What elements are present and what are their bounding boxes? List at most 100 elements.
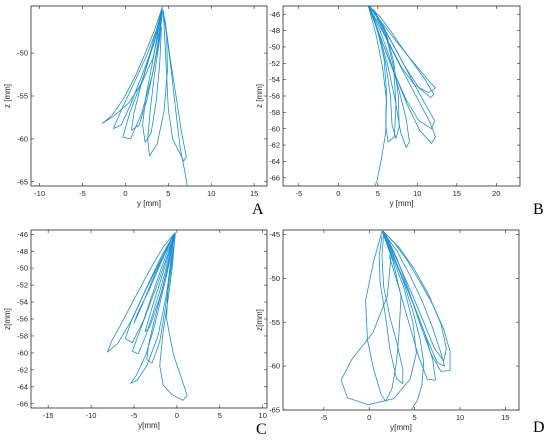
series-line-1 xyxy=(106,232,176,353)
y-tick-label: -52 xyxy=(269,59,280,68)
series-line-1 xyxy=(101,6,163,124)
y-tick-label: -48 xyxy=(17,247,28,256)
x-tick-label: 0 xyxy=(336,189,340,198)
y-tick-label: -65 xyxy=(269,406,280,415)
y-axis-label: z [mm] xyxy=(3,84,12,108)
y-tick-label: -54 xyxy=(269,75,280,84)
y-tick-label: -66 xyxy=(269,173,280,182)
panel-letter: A xyxy=(252,201,264,218)
y-tick-label: -54 xyxy=(17,298,28,307)
chart-panel-c: -15 -10 -5 0 5 10-46-48-50-52-54-56-58-60-62-… xyxy=(3,229,268,438)
y-tick-label: -45 xyxy=(269,230,280,239)
x-tick-label: -10 xyxy=(34,189,45,198)
y-tick-label: -62 xyxy=(269,141,280,150)
x-tick-label: 5 xyxy=(413,413,417,422)
series-line-2 xyxy=(133,232,175,324)
series-line-7 xyxy=(144,232,176,333)
y-tick-label: -58 xyxy=(269,108,280,117)
x-tick-label: 0 xyxy=(123,189,127,198)
y-tick-label: -60 xyxy=(17,134,28,143)
x-tick-label: -5 xyxy=(321,413,328,422)
series-line-6 xyxy=(159,232,188,401)
y-tick-label: -62 xyxy=(17,365,28,374)
x-tick-label: -5 xyxy=(79,189,86,198)
series-line-3 xyxy=(131,9,162,131)
panel-letter: C xyxy=(256,421,267,438)
x-tick-label: 0 xyxy=(175,411,179,420)
x-axis-label: y [mm] xyxy=(390,199,414,208)
y-tick-label: -50 xyxy=(17,49,28,58)
chart-panel-b: -5 0 5 10 15 20-46-48-50-52-54-56-58-60-62-64… xyxy=(255,5,544,218)
x-tick-label: 5 xyxy=(376,189,380,198)
series-line-3 xyxy=(378,232,404,385)
x-tick-label: -5 xyxy=(131,411,138,420)
series-line-3 xyxy=(368,6,410,148)
y-tick-label: -64 xyxy=(269,157,280,166)
series-line-1 xyxy=(382,230,451,372)
chart-panel-d: -5 0 5 10 15-45-50-55-60-65y[mm]z[mm]D xyxy=(255,229,545,436)
series-line-8 xyxy=(122,9,163,140)
x-tick-label: 5 xyxy=(218,411,222,420)
y-tick-label: -58 xyxy=(17,332,28,341)
series-line-8 xyxy=(369,7,397,143)
axes-frame xyxy=(30,5,268,187)
y-tick-label: -48 xyxy=(269,26,280,35)
y-tick-label: -65 xyxy=(17,177,28,186)
y-tick-label: -60 xyxy=(17,349,28,358)
y-axis-label: z[mm] xyxy=(3,308,12,330)
series-line-7 xyxy=(369,6,436,130)
y-tick-label: -46 xyxy=(269,10,280,19)
y-tick-label: -56 xyxy=(17,315,28,324)
x-tick-label: 20 xyxy=(492,189,500,198)
x-tick-label: 10 xyxy=(259,411,267,420)
series-line-5 xyxy=(147,9,168,157)
x-tick-label: 15 xyxy=(501,413,509,422)
series-line-8 xyxy=(125,233,175,344)
x-axis-label: y[mm] xyxy=(390,423,412,432)
axes-frame xyxy=(282,5,521,187)
series-line-4 xyxy=(142,11,162,143)
series-line-8 xyxy=(382,230,447,362)
x-axis-label: y [mm] xyxy=(137,199,161,208)
series-line-7 xyxy=(162,9,188,186)
x-axis-label: y[mm] xyxy=(138,421,160,430)
series-line-6 xyxy=(383,232,425,410)
y-tick-label: -56 xyxy=(269,92,280,101)
y-tick-label: -60 xyxy=(269,362,280,371)
y-axis-label: z[mm] xyxy=(255,309,264,331)
y-tick-label: -66 xyxy=(17,399,28,408)
y-tick-label: -55 xyxy=(17,92,28,101)
series-line-2 xyxy=(112,8,163,129)
x-tick-label: 10 xyxy=(456,413,464,422)
x-tick-label: 10 xyxy=(207,189,215,198)
y-tick-label: -46 xyxy=(17,230,28,239)
x-tick-label: -15 xyxy=(43,411,54,420)
y-tick-label: -55 xyxy=(269,318,280,327)
series-line-5 xyxy=(340,230,417,406)
panel-letter: D xyxy=(533,419,545,436)
x-tick-label: -5 xyxy=(295,189,302,198)
panel-letter: B xyxy=(533,201,544,218)
y-tick-label: -64 xyxy=(17,382,28,391)
x-tick-label: -10 xyxy=(86,411,97,420)
y-tick-label: -52 xyxy=(17,281,28,290)
series-line-5 xyxy=(130,232,176,384)
axes-frame xyxy=(282,229,520,411)
series-line-7 xyxy=(382,231,445,367)
y-axis-label: z [mm] xyxy=(255,84,264,108)
x-tick-label: 5 xyxy=(166,189,170,198)
series-line-6 xyxy=(162,10,187,162)
y-tick-label: -50 xyxy=(269,43,280,52)
series-line-3 xyxy=(131,233,175,355)
x-tick-label: 0 xyxy=(367,413,371,422)
y-tick-label: -50 xyxy=(17,264,28,273)
x-tick-label: 10 xyxy=(413,189,421,198)
x-tick-label: 15 xyxy=(453,189,461,198)
x-tick-label: 15 xyxy=(250,189,258,198)
series-line-6 xyxy=(368,6,436,94)
y-tick-label: -50 xyxy=(269,274,280,283)
y-tick-label: -60 xyxy=(269,124,280,133)
series-line-4 xyxy=(365,231,402,402)
chart-panel-a: -10 -5 0 5 10 15-50-55-60-65y [mm]z [mm]A xyxy=(3,5,268,218)
